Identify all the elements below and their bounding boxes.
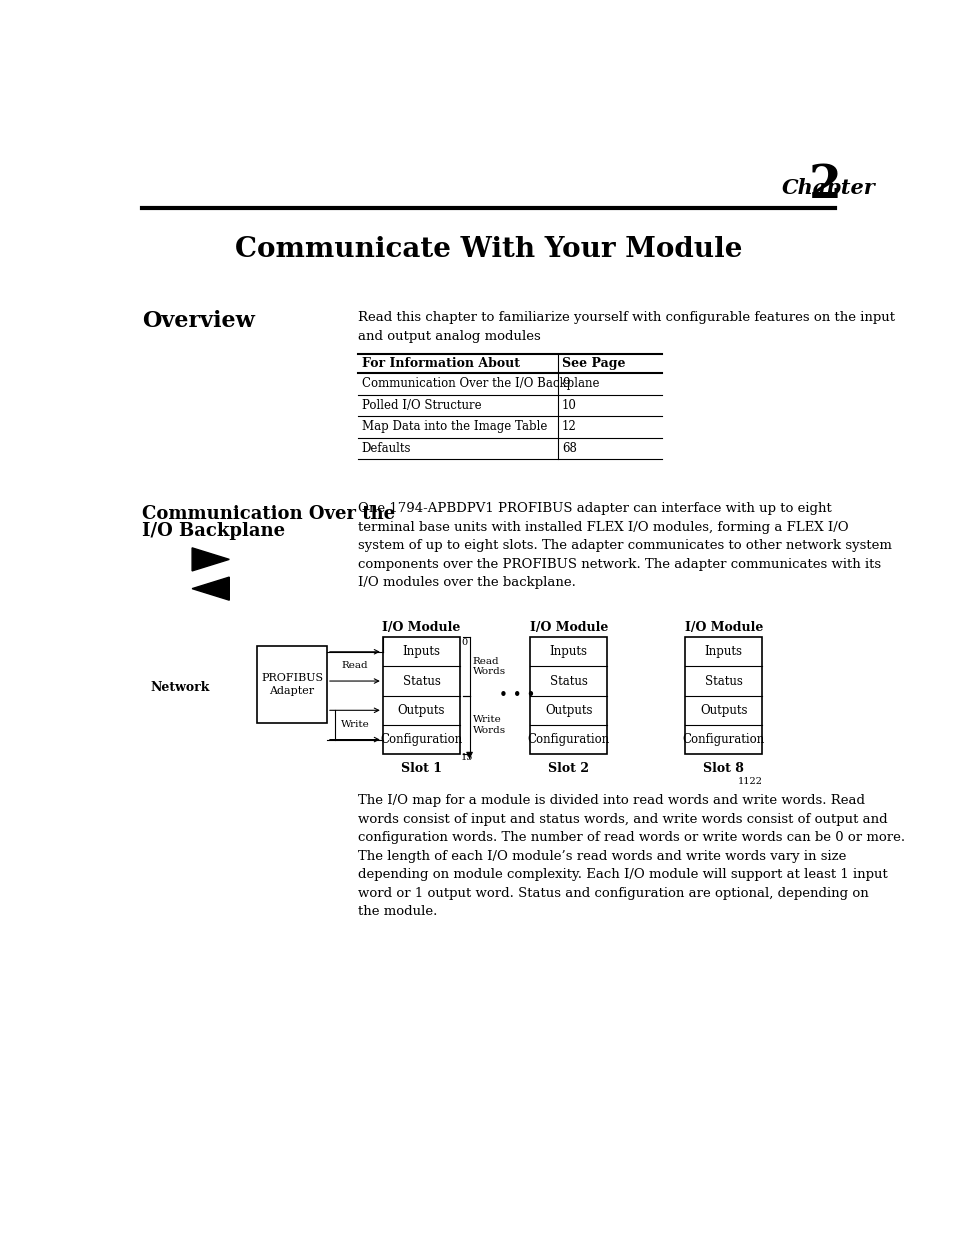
Text: Outputs: Outputs xyxy=(544,704,592,716)
Text: Overview: Overview xyxy=(142,310,255,332)
Text: 0: 0 xyxy=(460,638,467,647)
Text: Status: Status xyxy=(704,674,741,688)
Text: Polled I/O Structure: Polled I/O Structure xyxy=(361,399,481,412)
Text: Slot 8: Slot 8 xyxy=(702,762,743,774)
Bar xyxy=(530,637,607,755)
Text: 2: 2 xyxy=(808,162,841,209)
Text: Write
Words: Write Words xyxy=(472,715,505,735)
Text: Slot 2: Slot 2 xyxy=(548,762,589,774)
Text: Network: Network xyxy=(150,680,209,694)
Text: Defaults: Defaults xyxy=(361,442,411,454)
Text: See Page: See Page xyxy=(561,357,624,370)
Text: Communicate With Your Module: Communicate With Your Module xyxy=(235,236,741,263)
Text: 9: 9 xyxy=(561,378,569,390)
Text: 12: 12 xyxy=(561,420,576,433)
Text: Inputs: Inputs xyxy=(549,645,587,658)
Text: Configuration: Configuration xyxy=(380,734,462,746)
Text: Read: Read xyxy=(341,661,368,671)
Text: Read
Words: Read Words xyxy=(472,657,505,676)
Text: I/O Backplane: I/O Backplane xyxy=(142,521,285,540)
Text: Outputs: Outputs xyxy=(397,704,445,716)
Text: Configuration: Configuration xyxy=(682,734,764,746)
Text: Inputs: Inputs xyxy=(402,645,440,658)
Text: Status: Status xyxy=(402,674,440,688)
Text: Outputs: Outputs xyxy=(700,704,747,716)
Text: I/O Module: I/O Module xyxy=(529,621,607,634)
Text: Write: Write xyxy=(340,720,369,729)
Bar xyxy=(382,637,459,755)
Text: I/O Module: I/O Module xyxy=(684,621,762,634)
Text: Communication Over the I/O Backplane: Communication Over the I/O Backplane xyxy=(361,378,598,390)
Bar xyxy=(684,637,761,755)
Text: The I/O map for a module is divided into read words and write words. Read
words : The I/O map for a module is divided into… xyxy=(357,794,904,919)
Bar xyxy=(257,646,327,722)
Text: 15: 15 xyxy=(460,753,473,762)
Text: Communication Over the: Communication Over the xyxy=(142,505,395,522)
Text: I/O Module: I/O Module xyxy=(382,621,460,634)
Text: Read this chapter to familiarize yourself with configurable features on the inpu: Read this chapter to familiarize yoursel… xyxy=(357,311,894,343)
Text: 10: 10 xyxy=(561,399,576,412)
Text: Chapter: Chapter xyxy=(781,178,875,199)
Text: • • •: • • • xyxy=(498,688,536,703)
Polygon shape xyxy=(192,577,229,600)
Text: 1122: 1122 xyxy=(737,777,761,787)
Text: Configuration: Configuration xyxy=(527,734,609,746)
Text: One 1794-APBDPV1 PROFIBUS adapter can interface with up to eight
terminal base u: One 1794-APBDPV1 PROFIBUS adapter can in… xyxy=(357,503,891,589)
Text: Inputs: Inputs xyxy=(704,645,742,658)
Text: Status: Status xyxy=(549,674,587,688)
Text: 68: 68 xyxy=(561,442,576,454)
Text: Map Data into the Image Table: Map Data into the Image Table xyxy=(361,420,547,433)
Text: PROFIBUS
Adapter: PROFIBUS Adapter xyxy=(261,673,323,695)
Polygon shape xyxy=(192,548,229,571)
Text: For Information About: For Information About xyxy=(361,357,519,370)
Text: Slot 1: Slot 1 xyxy=(400,762,441,774)
